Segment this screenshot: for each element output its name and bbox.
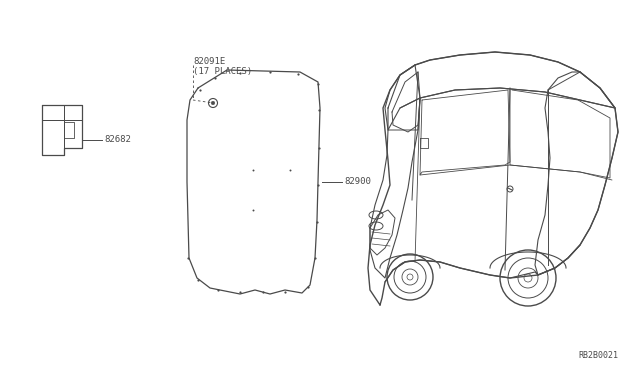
Text: 82682: 82682 xyxy=(104,135,131,144)
Text: RB2B0021: RB2B0021 xyxy=(578,351,618,360)
Text: 82900: 82900 xyxy=(344,177,371,186)
Text: 82091E
(17 PLACES): 82091E (17 PLACES) xyxy=(193,57,252,76)
Circle shape xyxy=(211,101,215,105)
